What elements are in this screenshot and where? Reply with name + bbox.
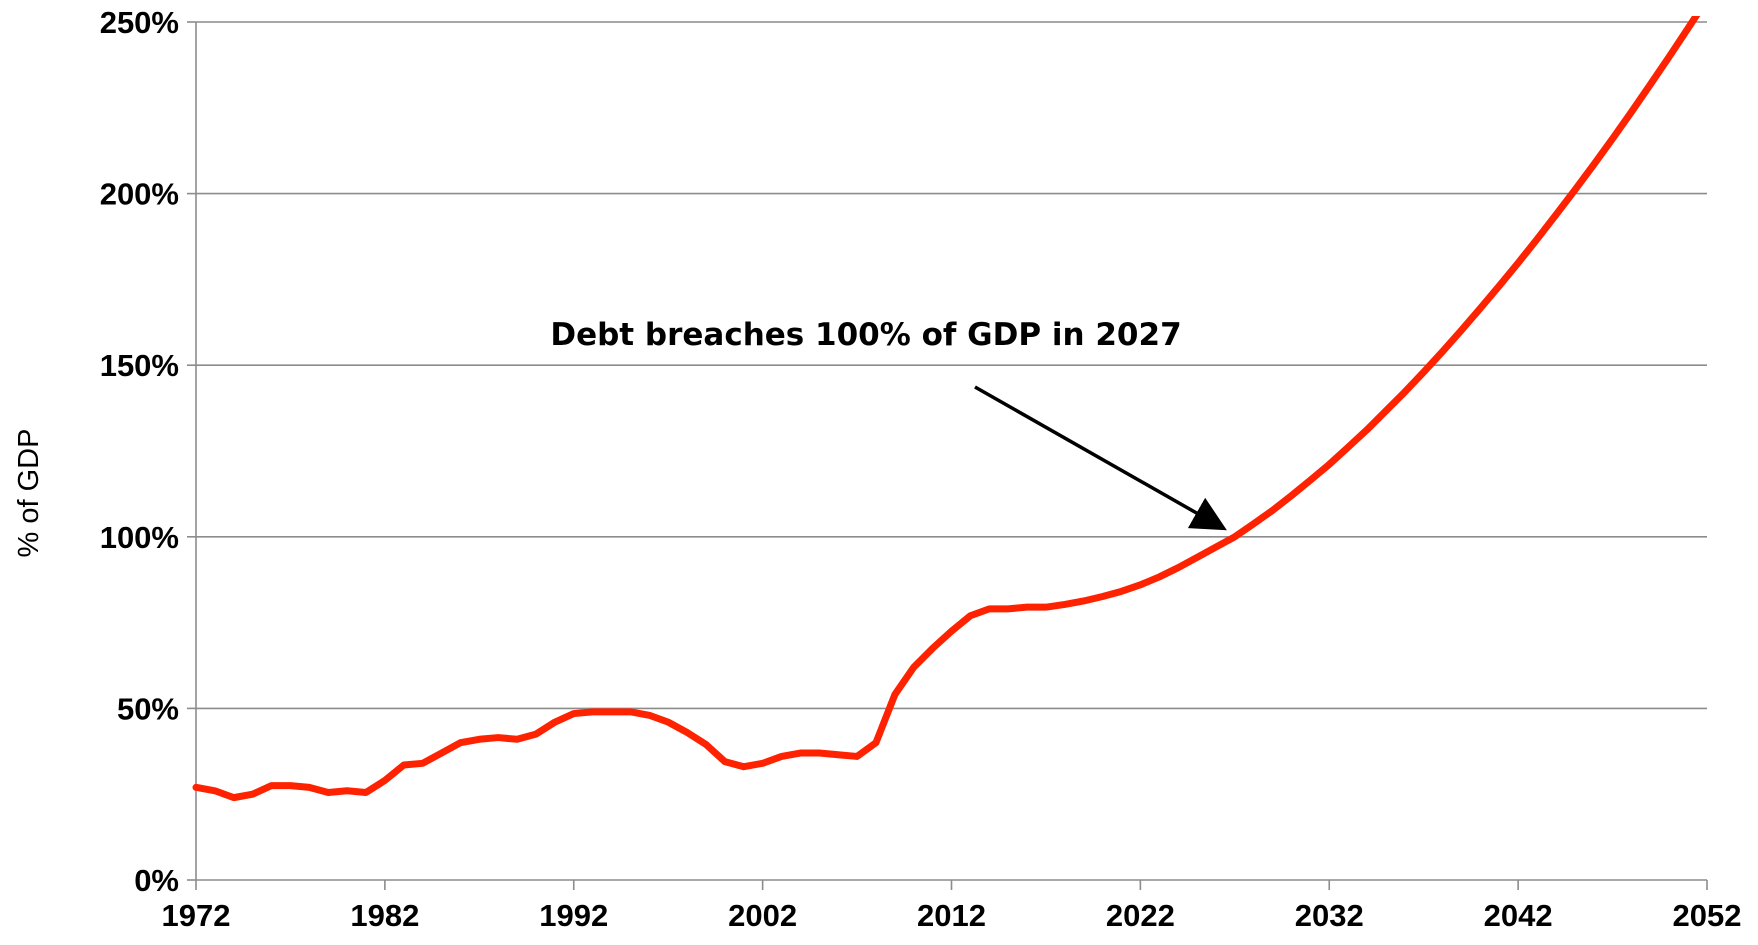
x-tick-label-1: 1982 bbox=[350, 898, 419, 933]
x-tick-label-5: 2022 bbox=[1106, 898, 1175, 933]
x-tick-label-3: 2002 bbox=[728, 898, 797, 933]
y-tick-label-3: 150% bbox=[100, 348, 179, 383]
gridlines bbox=[196, 22, 1707, 708]
x-tick-label-4: 2012 bbox=[917, 898, 986, 933]
annotation-arrow bbox=[975, 387, 1221, 527]
x-tick-label-8: 2052 bbox=[1673, 898, 1742, 933]
annotation-text: Debt breaches 100% of GDP in 2027 bbox=[550, 317, 1181, 353]
x-tick-label-6: 2032 bbox=[1295, 898, 1364, 933]
y-tick-label-0: 0% bbox=[134, 863, 179, 898]
y-tick-label-2: 100% bbox=[100, 520, 179, 555]
y-axis-title: % of GDP bbox=[13, 429, 45, 558]
series-layer bbox=[196, 0, 1707, 798]
x-tick-label-7: 2042 bbox=[1484, 898, 1553, 933]
y-tick-label-1: 50% bbox=[117, 691, 179, 726]
x-tick-label-2: 1992 bbox=[539, 898, 608, 933]
annotation: Debt breaches 100% of GDP in 2027 bbox=[550, 317, 1220, 527]
series-line-0 bbox=[196, 0, 1707, 798]
y-tick-label-5: 250% bbox=[100, 5, 179, 40]
axes bbox=[187, 22, 1707, 890]
x-tick-label-0: 1972 bbox=[162, 898, 231, 933]
y-tick-label-4: 200% bbox=[100, 177, 179, 212]
